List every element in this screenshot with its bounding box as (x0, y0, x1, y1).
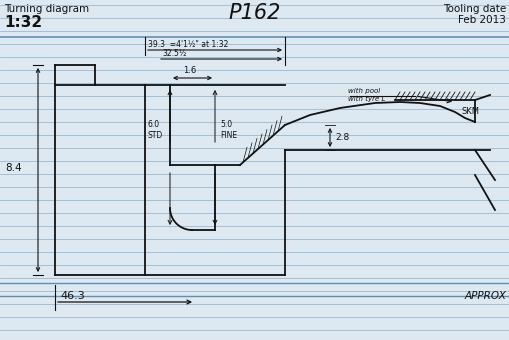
Text: 2.8: 2.8 (334, 134, 349, 142)
Text: 32.5½: 32.5½ (162, 49, 186, 58)
Text: Feb 2013: Feb 2013 (457, 15, 505, 25)
Text: 5.0
FINE: 5.0 FINE (219, 120, 237, 140)
Text: 39.3  =4'1½" at 1:32: 39.3 =4'1½" at 1:32 (148, 40, 228, 49)
Text: Turning diagram: Turning diagram (4, 4, 89, 14)
Text: 6.0
STD: 6.0 STD (148, 120, 163, 140)
Text: 8.4: 8.4 (5, 163, 21, 173)
Text: APPROX: APPROX (463, 291, 505, 301)
Text: SKM: SKM (461, 107, 479, 116)
Text: P162: P162 (229, 3, 280, 23)
Text: Tooling date: Tooling date (442, 4, 505, 14)
Text: 1.6: 1.6 (183, 66, 196, 75)
Text: with pool
with tyre L: with pool with tyre L (347, 88, 385, 102)
Text: 46.3: 46.3 (60, 291, 84, 301)
Text: 1:32: 1:32 (4, 15, 42, 30)
